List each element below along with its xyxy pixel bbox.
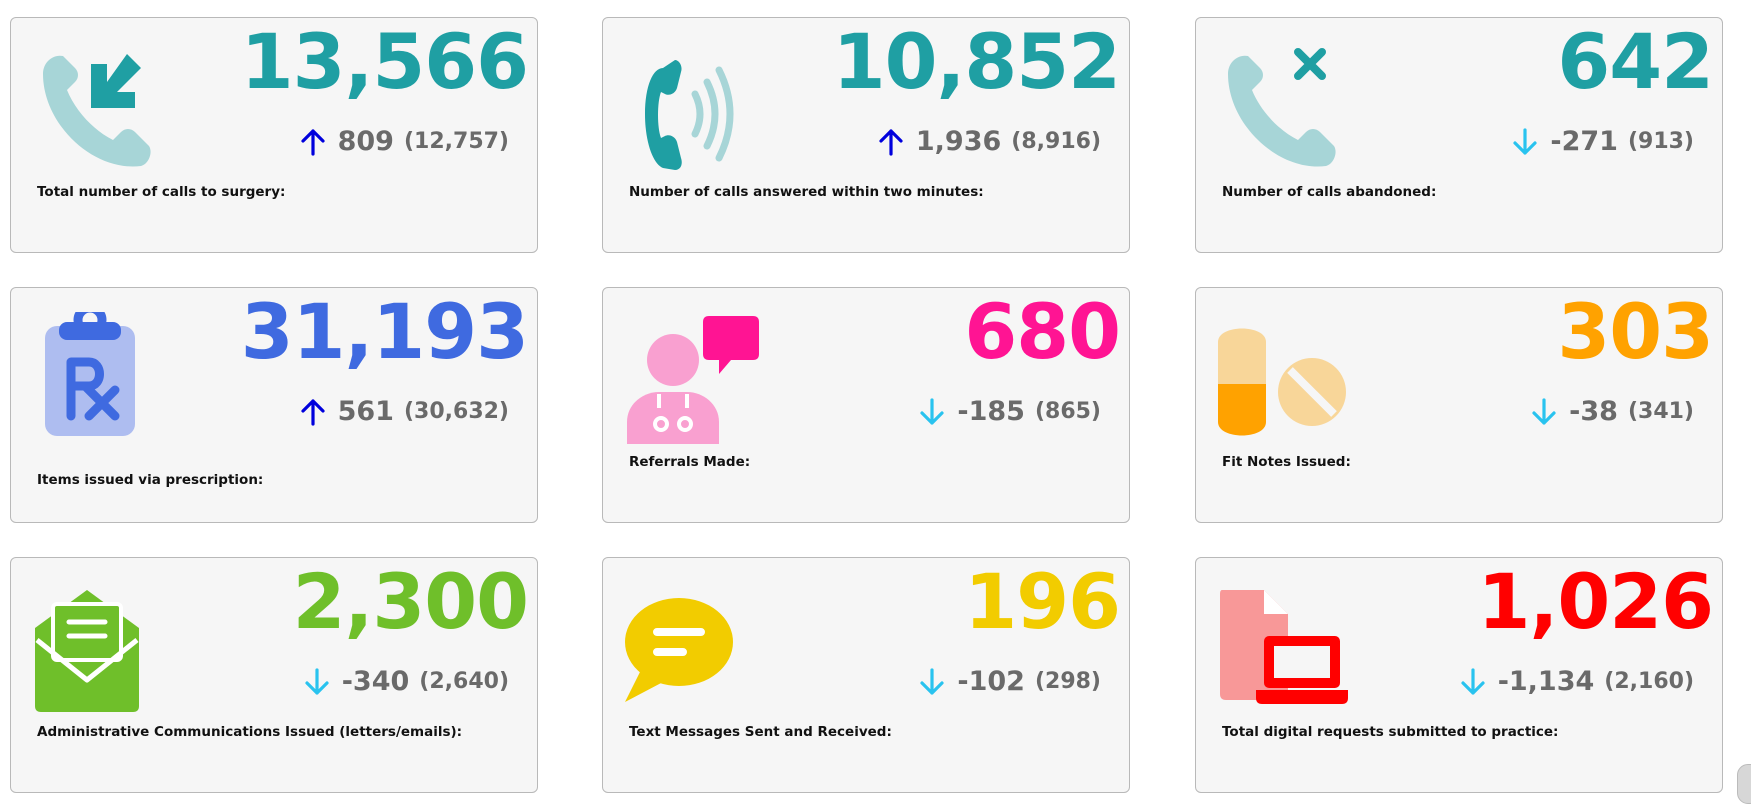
stat-delta: -102 [957, 666, 1025, 697]
stat-label: Number of calls answered within two minu… [629, 184, 984, 200]
stat-label: Total number of calls to surgery: [37, 184, 286, 200]
arrow-up-icon [301, 128, 325, 156]
stat-delta: -185 [957, 396, 1025, 427]
stat-previous: (341) [1627, 399, 1694, 424]
stat-card-calls-abandoned: 642 -271 (913) Number of calls abandoned… [1195, 17, 1723, 253]
phone-missed-icon [1216, 42, 1356, 182]
digital-request-icon [1216, 582, 1356, 722]
pills-icon [1216, 312, 1356, 452]
arrow-down-icon [1461, 667, 1485, 695]
stat-card-text-messages: 196 -102 (298) Text Messages Sent and Re… [602, 557, 1130, 793]
stat-label: Number of calls abandoned: [1222, 184, 1437, 200]
stat-previous: (2,640) [419, 669, 509, 694]
stat-change: 809 (12,757) [298, 126, 509, 157]
stat-card-digital-requests: 1,026 -1,134 (2,160) Total digital reque… [1195, 557, 1723, 793]
arrow-down-icon [1532, 397, 1556, 425]
open-envelope-icon [31, 582, 171, 722]
stat-change: -185 (865) [917, 396, 1101, 427]
stat-value: 680 [964, 287, 1121, 376]
stat-label: Items issued via prescription: [37, 472, 264, 488]
arrow-down-icon [920, 397, 944, 425]
stat-value: 31,193 [240, 287, 529, 376]
stat-change: 1,936 (8,916) [876, 126, 1101, 157]
stat-card-total-calls: 13,566 809 (12,757) Total number of call… [10, 17, 538, 253]
stat-delta: -38 [1569, 396, 1618, 427]
stat-card-calls-answered: 10,852 1,936 (8,916) Number of calls ans… [602, 17, 1130, 253]
stat-label: Total digital requests submitted to prac… [1222, 724, 1559, 740]
stat-delta: 561 [337, 396, 394, 427]
stat-card-referrals: 680 -185 (865) Referrals Made: [602, 287, 1130, 523]
stat-value: 642 [1557, 17, 1714, 106]
stat-label: Referrals Made: [629, 454, 751, 470]
stat-change: -38 (341) [1529, 396, 1694, 427]
stat-change: -271 (913) [1510, 126, 1694, 157]
arrow-down-icon [1513, 127, 1537, 155]
stat-change: 561 (30,632) [298, 396, 509, 427]
prescription-icon [31, 312, 171, 452]
stat-delta: -271 [1550, 126, 1618, 157]
stat-delta: -1,134 [1497, 666, 1595, 697]
doctor-chat-icon [623, 312, 763, 452]
stat-change: -1,134 (2,160) [1458, 666, 1694, 697]
stat-delta: 1,936 [915, 126, 1002, 157]
stat-delta: -340 [341, 666, 410, 697]
speech-bubble-icon [623, 582, 763, 722]
stat-previous: (12,757) [403, 129, 509, 154]
stat-previous: (30,632) [403, 399, 509, 424]
scroll-handle[interactable] [1737, 764, 1751, 804]
stat-label: Text Messages Sent and Received: [629, 724, 892, 740]
stat-previous: (2,160) [1604, 669, 1694, 694]
phone-incoming-icon [31, 42, 171, 182]
stat-label: Administrative Communications Issued (le… [37, 724, 463, 740]
stat-value: 303 [1557, 287, 1714, 376]
stat-previous: (913) [1627, 129, 1694, 154]
arrow-up-icon [879, 128, 903, 156]
stat-value: 13,566 [240, 17, 529, 106]
stat-change: -102 (298) [917, 666, 1101, 697]
stat-value: 2,300 [292, 557, 529, 646]
stat-card-admin-communications: 2,300 -340 (2,640) Administrative Commun… [10, 557, 538, 793]
phone-ringing-icon [623, 42, 763, 182]
stat-label: Fit Notes Issued: [1222, 454, 1351, 470]
arrow-down-icon [305, 667, 329, 695]
stat-value: 1,026 [1477, 557, 1714, 646]
arrow-down-icon [920, 667, 944, 695]
stat-previous: (8,916) [1011, 129, 1101, 154]
arrow-up-icon [301, 398, 325, 426]
stat-delta: 809 [337, 126, 394, 157]
stat-value: 10,852 [832, 17, 1121, 106]
stat-card-fit-notes: 303 -38 (341) Fit Notes Issued: [1195, 287, 1723, 523]
stat-card-prescription-items: 31,193 561 (30,632) Items issued via pre… [10, 287, 538, 523]
stat-value: 196 [964, 557, 1121, 646]
stat-previous: (865) [1034, 399, 1101, 424]
stat-previous: (298) [1034, 669, 1101, 694]
stat-change: -340 (2,640) [302, 666, 509, 697]
